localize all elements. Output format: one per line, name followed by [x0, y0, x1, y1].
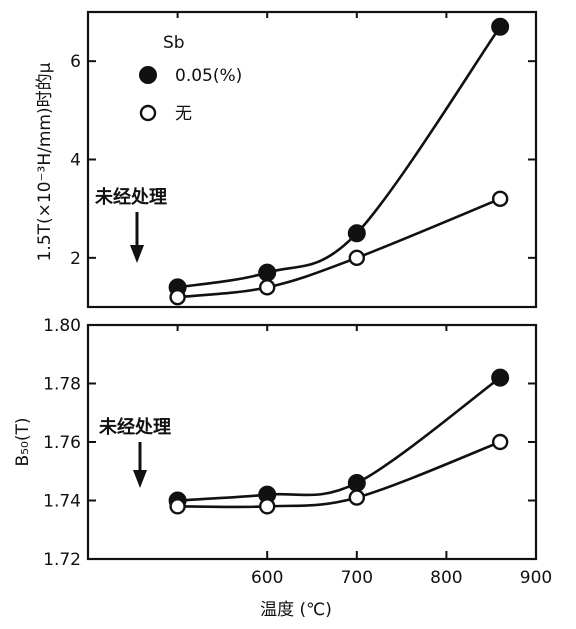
bottom-y-ticks: 1.72 1.74 1.76 1.78 1.80 — [43, 316, 536, 570]
bottom-x-ticks: 600 700 800 900 — [251, 551, 552, 588]
bottom-point-none — [169, 498, 186, 515]
x-tick-label: 800 — [430, 568, 462, 588]
x-tick-label: 900 — [520, 568, 552, 588]
top-point-none — [491, 190, 509, 208]
bottom-y-tick-label: 1.76 — [43, 433, 81, 453]
bottom-y-tick-label: 1.78 — [43, 375, 81, 395]
bottom-point-sb — [491, 368, 510, 387]
bottom-y-tick-label: 1.74 — [43, 492, 81, 512]
bottom-y-axis-label: B₅₀(T) — [13, 418, 33, 467]
bottom-series-line-0 — [177, 376, 501, 502]
top-point-none — [348, 249, 365, 267]
top-series — [168, 12, 510, 306]
top-point-none — [259, 279, 276, 296]
legend-entry-sb: 0.05(%) — [175, 66, 242, 86]
top-y-ticks: 2 4 6 — [70, 52, 536, 269]
top-panel: 2 4 6 1.5T(×10⁻³H/mm)时的μ Sb 0.05(%) 无 未经处理 — [35, 10, 538, 309]
top-series-line-0 — [177, 26, 502, 289]
top-y-tick-label: 2 — [70, 249, 81, 269]
bottom-annotation-untreated: 未经处理 — [99, 416, 171, 438]
bottom-point-none — [491, 433, 509, 451]
bottom-point-none — [259, 498, 276, 515]
top-y-tick-label: 4 — [70, 151, 81, 171]
bottom-series — [168, 325, 510, 515]
x-tick-label: 600 — [251, 568, 283, 588]
bottom-series-line-1 — [177, 440, 501, 509]
top-annotation-arrow — [130, 212, 144, 263]
x-axis-label: 温度 (℃) — [260, 600, 332, 620]
top-point-sb — [347, 224, 366, 243]
bottom-point-sb — [347, 473, 366, 492]
top-y-axis-label: 1.5T(×10⁻³H/mm)时的μ — [35, 62, 55, 261]
top-point-none — [169, 288, 186, 306]
bottom-y-tick-label: 1.72 — [43, 550, 81, 570]
bottom-panel: 1.72 1.74 1.76 1.78 1.80 600 700 800 900 B₅₀(T)… — [13, 316, 552, 620]
top-series-line-1 — [177, 197, 501, 299]
top-annotation-untreated: 未经处理 — [95, 186, 167, 208]
bottom-plot-frame — [86, 323, 538, 561]
legend-marker-open-circle — [139, 104, 157, 122]
legend-entry-none: 无 — [175, 104, 192, 124]
bottom-point-none — [348, 489, 365, 506]
top-y-tick-label: 6 — [70, 52, 81, 72]
top-point-sb — [491, 17, 510, 36]
top-point-sb — [258, 263, 277, 282]
x-tick-label: 700 — [341, 568, 373, 588]
bottom-annotation-arrow — [133, 442, 147, 488]
legend-title: Sb — [163, 33, 185, 53]
bottom-y-tick-label: 1.80 — [43, 316, 81, 336]
legend-marker-filled-circle — [139, 66, 157, 84]
